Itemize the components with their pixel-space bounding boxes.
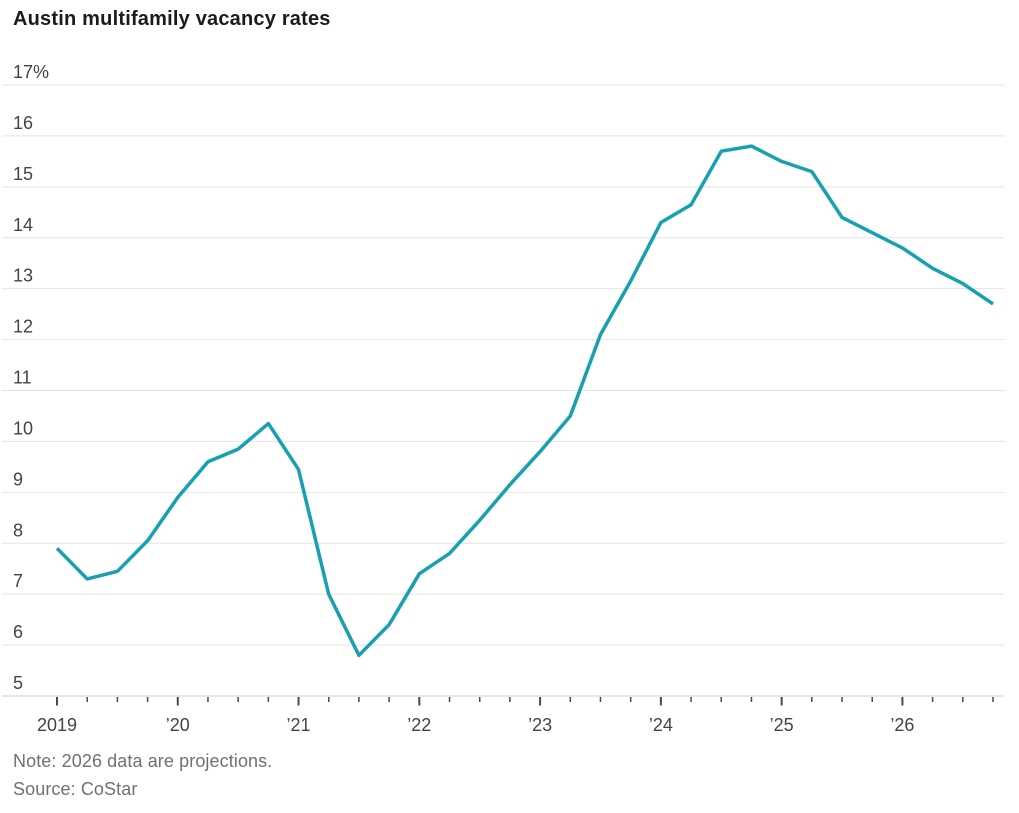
y-axis-label: 11: [13, 368, 32, 388]
chart-source: Source: CoStar: [13, 779, 138, 799]
chart-title: Austin multifamily vacancy rates: [13, 8, 331, 30]
x-axis-label: ’22: [407, 715, 431, 735]
y-axis-label: 16: [13, 113, 33, 133]
vacancy-rate-line: [55, 144, 994, 658]
chart-note: Note: 2026 data are projections.: [13, 751, 273, 771]
y-axis-label: 5: [13, 673, 23, 693]
y-axis-label: 15: [13, 164, 33, 184]
y-axis-label: 12: [13, 317, 33, 337]
y-axis-label: 6: [13, 622, 23, 642]
x-axis-label: 2019: [37, 715, 77, 735]
y-axis-label: 10: [13, 418, 33, 438]
y-axis-label: 8: [13, 520, 23, 540]
y-axis-label: 7: [13, 571, 23, 591]
x-axis-label: ’24: [649, 715, 673, 735]
y-axis-label: 9: [13, 469, 23, 489]
y-axis-label: 13: [13, 266, 33, 286]
y-axis-label: 17%: [13, 62, 49, 82]
x-axis-label: ’20: [166, 715, 190, 735]
x-axis-label: ’25: [770, 715, 794, 735]
x-axis-label: ’21: [287, 715, 311, 735]
y-axis-label: 14: [13, 215, 33, 235]
x-axis-label: ’26: [890, 715, 914, 735]
x-axis-label: ’23: [528, 715, 552, 735]
